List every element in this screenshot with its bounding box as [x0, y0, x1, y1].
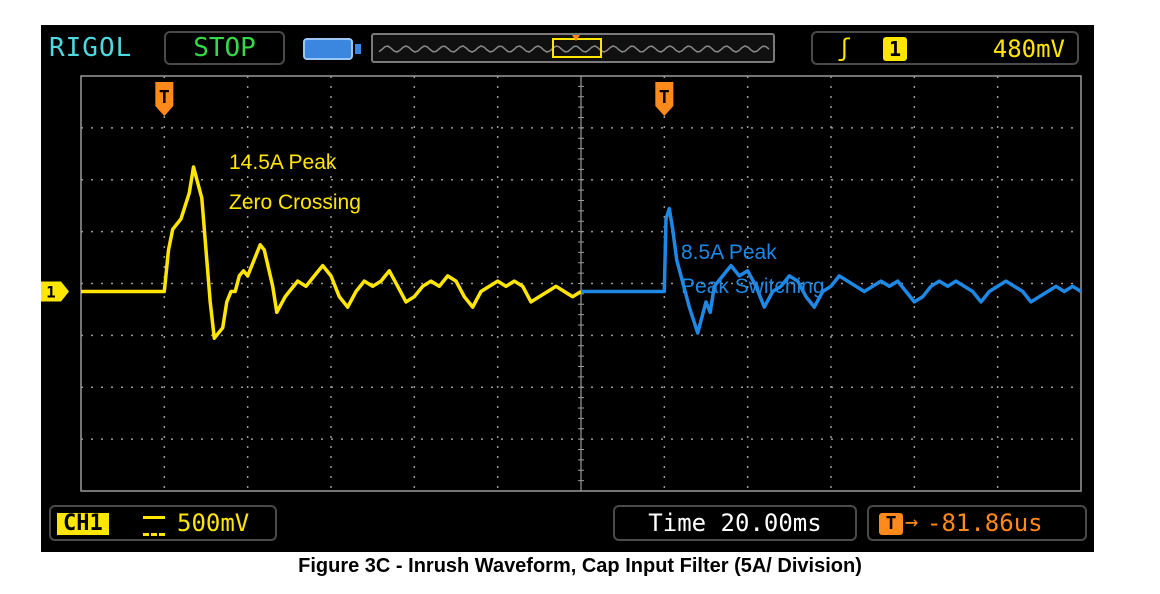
figure-caption: Figure 3C - Inrush Waveform, Cap Input F… [298, 555, 862, 577]
ch1-crossing-annotation: Zero Crossing [229, 191, 361, 214]
waveform-plot: T T 1 14.5A Peak Zero Crossing 8.5A Peak Peak … [41, 75, 1082, 492]
trigger-offset-panel[interactable]: T → -81.86us [867, 505, 1087, 541]
rising-edge-icon: ʃ [837, 34, 852, 62]
memory-depth-bar[interactable] [371, 33, 775, 63]
battery-tip-icon [355, 44, 361, 54]
trigger-level-readout: 480mV [992, 35, 1065, 63]
timebase-readout[interactable]: Time 20.00ms [613, 505, 857, 541]
run-stop-status[interactable]: STOP [164, 31, 285, 65]
channel-1-ground-label: 1 [46, 283, 56, 302]
channel-1-label: CH1 [57, 513, 109, 535]
ch2-peak-annotation: 8.5A Peak [681, 241, 777, 264]
trigger-position-label: T [159, 87, 170, 108]
oscilloscope-screen: RIGOL STOP ʃ 1 480mV T T 1 14.5A Peak Zero C… [41, 25, 1094, 552]
ch2-switching-annotation: Peak Switching [681, 275, 825, 298]
trigger-source-badge: 1 [883, 37, 907, 61]
trigger-position-marker [655, 82, 674, 116]
offset-arrow-icon: → [905, 510, 919, 535]
dc-coupling-icon [143, 516, 165, 536]
trigger-position-marker [155, 82, 174, 116]
channel-1-ground-marker [41, 281, 69, 302]
ch1-peak-annotation: 14.5A Peak [229, 151, 337, 174]
trigger-panel[interactable]: ʃ 1 480mV [811, 31, 1079, 65]
battery-icon [303, 38, 353, 60]
trigger-offset-icon: T [879, 513, 903, 535]
channel-1-panel[interactable]: CH1 500mV [49, 505, 277, 541]
trigger-position-label: T [659, 87, 670, 108]
trigger-offset-value: -81.86us [927, 509, 1043, 537]
brand-logo: RIGOL [49, 33, 133, 63]
memory-trigger-marker [572, 35, 580, 41]
channel-1-trace [81, 165, 582, 340]
channel-2-trace [581, 206, 1082, 335]
channel-1-scale: 500mV [177, 509, 250, 537]
memory-preview-wave [378, 45, 770, 53]
